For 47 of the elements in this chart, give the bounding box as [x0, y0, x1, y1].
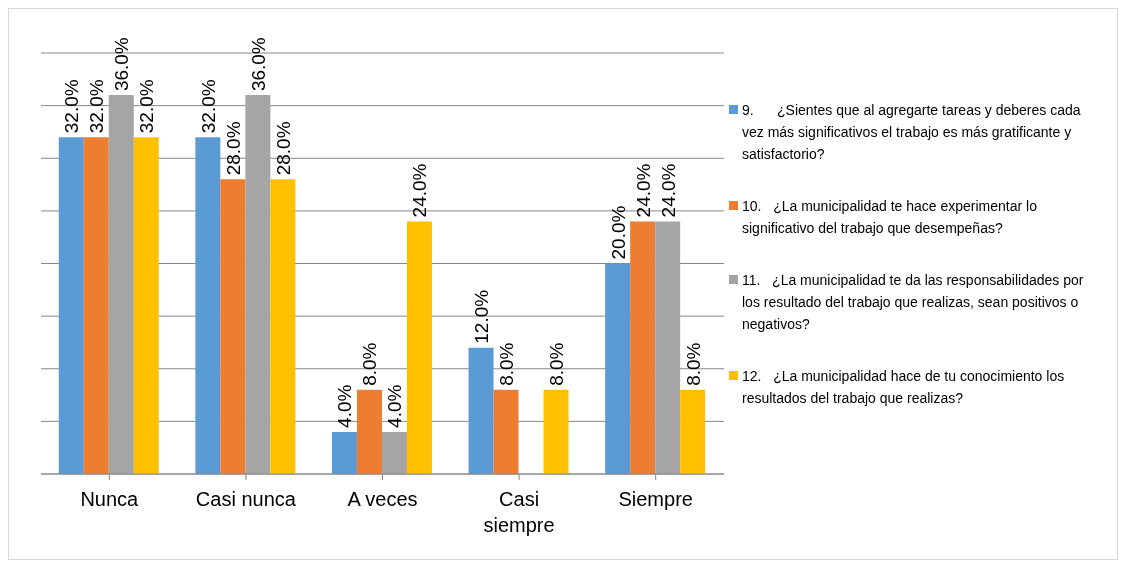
data-label: 36.0%	[111, 37, 133, 92]
data-label: 12.0%	[471, 289, 493, 344]
bar	[630, 221, 656, 474]
data-label: 4.0%	[334, 384, 356, 428]
x-tick-label: Casi siempre	[483, 488, 555, 536]
bar	[245, 95, 271, 474]
data-label: 8.0%	[496, 342, 518, 386]
bar	[331, 431, 357, 474]
data-label: 20.0%	[607, 205, 629, 260]
bar	[58, 137, 84, 474]
bar	[605, 263, 631, 474]
bar	[381, 431, 407, 474]
data-label: 28.0%	[222, 121, 244, 176]
bar	[108, 95, 134, 474]
bar	[468, 347, 494, 474]
data-label: 24.0%	[632, 163, 654, 218]
data-label: 32.0%	[86, 79, 108, 134]
data-label: 8.0%	[546, 342, 568, 386]
legend-label: 11. ¿La municipalidad te da las responsabilidades por los resultado del trabajo que realizas, sean positivos o negativos?	[742, 271, 1085, 334]
bar	[680, 389, 706, 474]
legend-label: 10. ¿La municipalidad te hace experimentar lo significativo del trabajo que desempeñas?	[742, 197, 1038, 238]
x-tick-label: Casi nunca	[195, 488, 297, 510]
bar	[195, 137, 221, 474]
legend-label: 12. ¿La municipalidad hace de tu conocimiento los resultados del trabajo que realizas?	[742, 367, 1066, 408]
data-label: 32.0%	[197, 79, 219, 134]
bar	[83, 137, 109, 474]
data-label: 4.0%	[384, 384, 406, 428]
data-label: 36.0%	[247, 37, 269, 92]
data-label: 32.0%	[136, 79, 158, 134]
bar	[356, 389, 382, 474]
bar	[270, 179, 296, 474]
bar	[133, 137, 159, 474]
bar	[655, 221, 681, 474]
bar	[543, 389, 569, 474]
data-label: 24.0%	[657, 163, 679, 218]
x-tick-label: Siempre	[618, 488, 693, 510]
x-tick-label: Nunca	[80, 488, 140, 510]
legend-label: 9. ¿Sientes que al agregarte tareas y deberes cada vez más significativos el trabajo es más gratificante y satisfactorio?	[742, 101, 1082, 164]
x-tick-label: A veces	[347, 488, 418, 510]
bar	[406, 221, 432, 474]
data-label: 28.0%	[272, 121, 294, 176]
data-label: 32.0%	[61, 79, 83, 134]
bar	[220, 179, 246, 474]
data-label: 8.0%	[682, 342, 704, 386]
bar	[493, 389, 519, 474]
data-label: 8.0%	[359, 342, 381, 386]
data-label: 24.0%	[409, 163, 431, 218]
